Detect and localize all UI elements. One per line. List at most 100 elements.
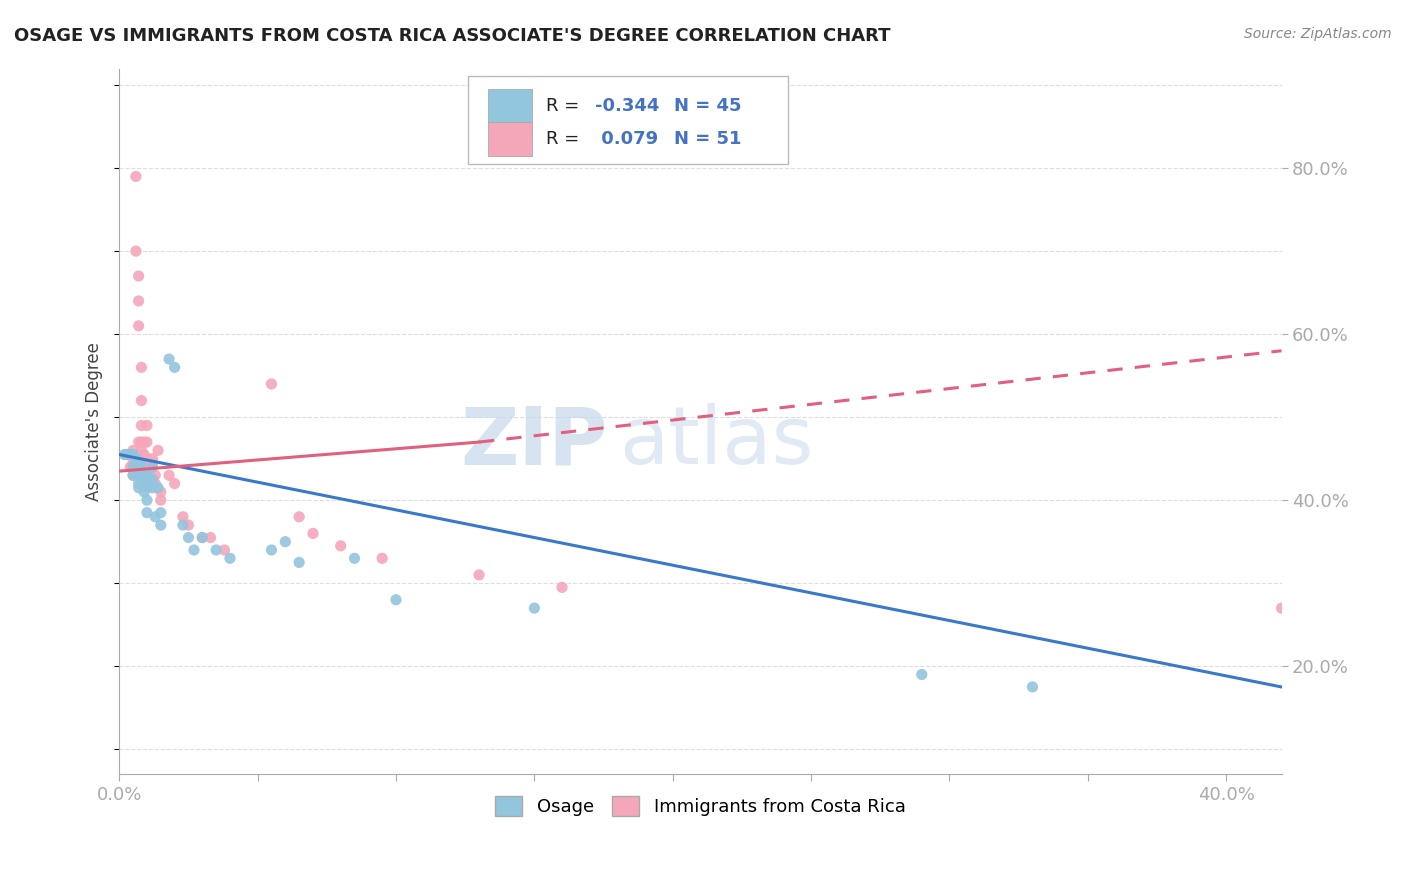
Text: Source: ZipAtlas.com: Source: ZipAtlas.com xyxy=(1244,27,1392,41)
Point xyxy=(141,481,163,495)
Point xyxy=(191,531,214,545)
Point xyxy=(114,448,136,462)
Point xyxy=(122,468,145,483)
Point xyxy=(131,443,153,458)
Point xyxy=(146,481,169,495)
Point xyxy=(128,476,150,491)
Point xyxy=(911,667,934,681)
Point xyxy=(138,468,160,483)
Point xyxy=(141,460,163,475)
Point xyxy=(149,493,172,508)
Point xyxy=(551,580,574,594)
Point xyxy=(219,551,242,566)
Point xyxy=(177,518,200,533)
Point xyxy=(125,169,148,184)
Point xyxy=(136,451,159,466)
Point xyxy=(1270,601,1292,615)
Point xyxy=(288,556,311,570)
Point xyxy=(134,448,156,462)
Point xyxy=(128,293,150,308)
Point xyxy=(200,531,222,545)
Point xyxy=(177,531,200,545)
Point xyxy=(146,443,169,458)
Text: atlas: atlas xyxy=(619,403,814,482)
Point xyxy=(128,268,150,283)
Point xyxy=(157,468,180,483)
Point xyxy=(260,543,283,558)
Point xyxy=(163,476,186,491)
Text: R =: R = xyxy=(546,97,585,115)
Point xyxy=(163,360,186,375)
Point xyxy=(343,551,366,566)
Point xyxy=(143,509,166,524)
Point xyxy=(125,244,148,259)
Point xyxy=(288,509,311,524)
Point xyxy=(131,418,153,433)
Point xyxy=(131,393,153,408)
Text: R =: R = xyxy=(546,130,585,148)
Bar xyxy=(488,89,531,123)
Point xyxy=(120,448,142,462)
Point xyxy=(136,476,159,491)
Point xyxy=(157,352,180,367)
Point xyxy=(128,435,150,450)
Point xyxy=(136,493,159,508)
Point xyxy=(114,448,136,462)
FancyBboxPatch shape xyxy=(468,76,787,164)
Point xyxy=(125,451,148,466)
Point xyxy=(141,451,163,466)
Point xyxy=(122,456,145,470)
Point xyxy=(120,460,142,475)
Point xyxy=(136,506,159,520)
Point xyxy=(149,506,172,520)
Point xyxy=(523,601,546,615)
Point xyxy=(128,481,150,495)
Point xyxy=(205,543,228,558)
Point xyxy=(122,448,145,462)
Point xyxy=(191,531,214,545)
Point xyxy=(183,543,205,558)
Point xyxy=(122,460,145,475)
Point xyxy=(128,456,150,470)
Point xyxy=(141,456,163,470)
Point xyxy=(329,539,352,553)
Point xyxy=(134,456,156,470)
Point xyxy=(274,534,297,549)
Point xyxy=(172,509,194,524)
Text: N = 51: N = 51 xyxy=(673,130,741,148)
Point xyxy=(120,448,142,462)
Point xyxy=(136,418,159,433)
Text: N = 45: N = 45 xyxy=(673,97,741,115)
Point xyxy=(172,518,194,533)
Point xyxy=(141,472,163,486)
Point xyxy=(260,376,283,391)
Point xyxy=(468,568,491,582)
Point xyxy=(131,468,153,483)
Point xyxy=(143,468,166,483)
Point xyxy=(385,592,408,607)
Point xyxy=(134,435,156,450)
Legend: Osage, Immigrants from Costa Rica: Osage, Immigrants from Costa Rica xyxy=(486,787,914,825)
Point xyxy=(131,435,153,450)
Point xyxy=(214,543,236,558)
Point xyxy=(302,526,325,541)
Point xyxy=(122,468,145,483)
Bar xyxy=(488,122,531,156)
Point xyxy=(131,464,153,478)
Point xyxy=(131,360,153,375)
Point xyxy=(134,464,156,478)
Point xyxy=(117,448,139,462)
Point xyxy=(131,456,153,470)
Point xyxy=(122,443,145,458)
Point xyxy=(149,484,172,499)
Point xyxy=(128,318,150,333)
Text: ZIP: ZIP xyxy=(460,403,607,482)
Point xyxy=(149,518,172,533)
Y-axis label: Associate's Degree: Associate's Degree xyxy=(86,342,103,500)
Point xyxy=(136,468,159,483)
Text: -0.344: -0.344 xyxy=(595,97,659,115)
Text: OSAGE VS IMMIGRANTS FROM COSTA RICA ASSOCIATE'S DEGREE CORRELATION CHART: OSAGE VS IMMIGRANTS FROM COSTA RICA ASSO… xyxy=(14,27,890,45)
Point xyxy=(371,551,394,566)
Point xyxy=(136,481,159,495)
Text: 0.079: 0.079 xyxy=(595,130,658,148)
